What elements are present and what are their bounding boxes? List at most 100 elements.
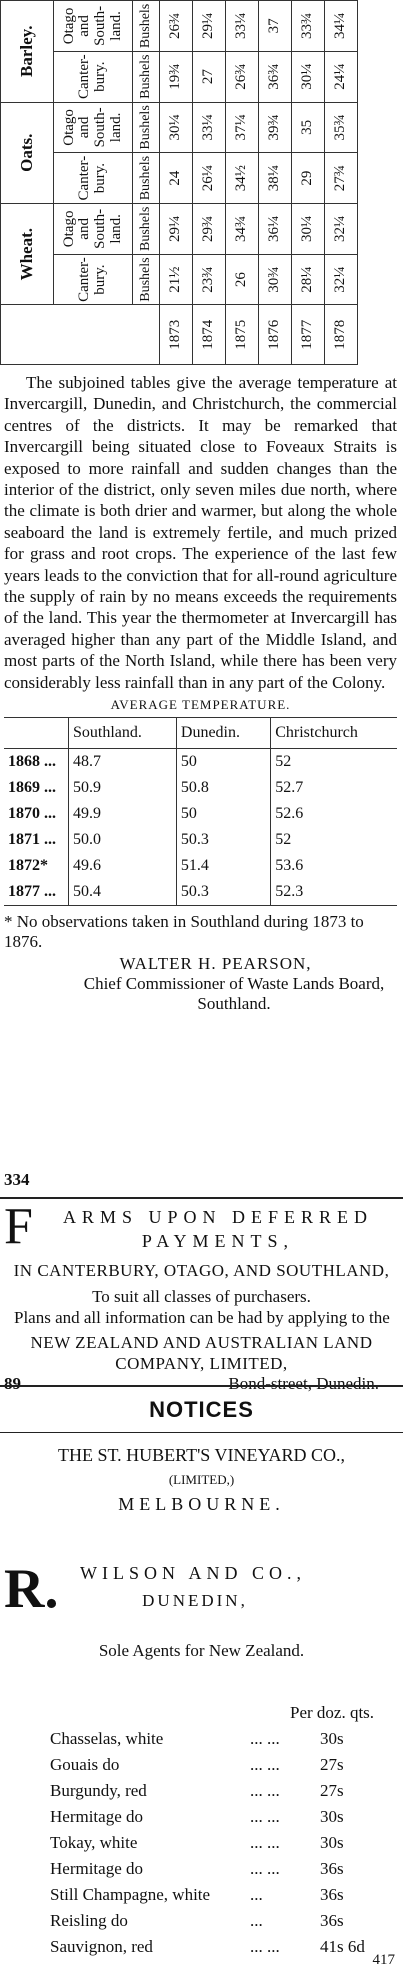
table-cell: 32¼ [324, 254, 358, 305]
year-label: 1877 [291, 304, 325, 365]
table-row: 1871 ... 50.0 50.3 52 [4, 827, 397, 854]
item-name: Tokay, white [50, 1833, 138, 1852]
price-row: Burgundy, red ... ... 27s [50, 1778, 390, 1804]
year-label: 1869 ... [8, 779, 56, 797]
column-header: Otago and South-land. [53, 0, 133, 52]
table-cell: 34½ [225, 152, 259, 204]
year-label: 1875 [225, 304, 259, 365]
table-cell: 28¼ [291, 254, 325, 305]
tagline: To suit all classes of purchasers. [92, 1287, 311, 1306]
item-price: 36s [320, 1911, 344, 1930]
table-cell: 34¾ [225, 203, 259, 255]
price-row: Still Champagne, white... 36s [50, 1882, 390, 1908]
table-cell: 29¾ [192, 203, 226, 255]
table-cell: 26¾ [159, 0, 193, 52]
rule [0, 1197, 403, 1199]
table-cell: 27¾ [324, 152, 358, 204]
temperature-table: Southland. Dunedin. Christchurch 1868 ... 48… [4, 717, 397, 907]
column-header: Southland. [68, 717, 177, 750]
item-name: Burgundy, red [50, 1781, 147, 1800]
table-cell: 50 [175, 801, 271, 828]
year-label: 1871 ... [8, 831, 56, 849]
item-price: 30s [320, 1729, 344, 1748]
year-label: 1870 ... [8, 805, 56, 823]
footnote: * No observations taken in Southland dur… [4, 912, 364, 952]
table-row: 1872* 49.6 51.4 53.6 [4, 853, 397, 880]
table-cell: 36¼ [258, 203, 292, 255]
table-cell: 33¾ [291, 0, 325, 52]
table-cell: 24 [159, 152, 193, 204]
signature-title: Chief Commissioner of Waste Lands Board,… [83, 974, 385, 1014]
table-row: Southland. Dunedin. Christchurch [4, 717, 397, 750]
unit-label: Bushels [132, 152, 160, 204]
item-price: 30s [320, 1807, 344, 1826]
table-cell: 35¾ [324, 102, 358, 153]
leader: ... ... [250, 1937, 280, 1956]
table-cell: 30¼ [291, 203, 325, 255]
agents-note: Sole Agents for New Zealand. [98, 1641, 305, 1660]
price-row: Gouais do ... ... 27s [50, 1752, 390, 1778]
table-cell: 39¾ [258, 102, 292, 153]
item-name: Still Champagne, white [50, 1885, 211, 1904]
table-cell: 37¼ [225, 102, 259, 153]
table-cell: 52.6 [270, 801, 397, 828]
address-line: 89 Bond-street, Dunedin. [4, 1374, 399, 1396]
item-price: 36s [320, 1885, 344, 1904]
table-cell: 30¼ [159, 102, 193, 153]
table-cell: 23¾ [192, 254, 226, 305]
table-cell: 34¼ [324, 0, 358, 52]
table-cell: 37 [258, 0, 292, 52]
table-cell: 30¾ [258, 254, 292, 305]
farms-ad: F ARMS UPON DEFERRED PAYMENTS, IN CANTER… [4, 1201, 399, 1396]
leader: ... ... [250, 1755, 280, 1774]
yield-table-region: Wheat. Oats. Barley. Canter-bury. Otago and … [0, 0, 403, 368]
column-header: Christchurch [270, 717, 397, 750]
table-cell: 51.4 [175, 853, 271, 880]
table-cell: 29¼ [192, 0, 226, 52]
column-header: Dunedin. [175, 717, 271, 750]
table-row: 1870 ... 49.9 50 52.6 [4, 801, 397, 828]
leader: ... ... [250, 1781, 280, 1800]
item-name: Hermitage do [50, 1807, 143, 1826]
table-cell: 50 [175, 748, 271, 776]
item-price: 36s [320, 1859, 344, 1878]
table-cell: 49.9 [68, 801, 177, 828]
year-label: 1872* [8, 857, 48, 875]
table-cell: 50.8 [175, 775, 271, 802]
table-cell: 53.6 [270, 853, 397, 880]
regions: IN CANTERBURY, OTAGO, AND SOUTHLAND, [13, 1261, 390, 1280]
reference-number: 334 [4, 1170, 30, 1189]
limited: (LIMITED,) [168, 1472, 235, 1487]
table-row: 1878 32¼ 32¼ 27¾ 35¾ 24¼ 34¼ [324, 0, 358, 365]
column-header: Otago and South-land. [53, 102, 133, 153]
unit-label: Bushels [132, 254, 160, 305]
price-list: Per doz. qts. Chasselas, white... ... 30s… [50, 1700, 390, 1960]
item-price: 30s [320, 1833, 344, 1852]
table-cell: 29¼ [159, 203, 193, 255]
table-cell: 36¾ [258, 51, 292, 103]
table-cell: 52 [270, 748, 397, 776]
column-header: Otago and South-land. [53, 203, 133, 255]
table-row: 1877 ... 50.4 50.3 52.3 [4, 879, 397, 907]
group-header: Oats. [0, 102, 54, 204]
table-cell: 26 [225, 254, 259, 305]
item-price: 41s 6d [320, 1937, 365, 1956]
table-cell: 21½ [159, 254, 193, 305]
table-cell: 50.0 [68, 827, 177, 854]
year-label: 1873 [159, 304, 193, 365]
item-name: Reisling do [50, 1911, 128, 1930]
price-header: Per doz. qts. [290, 1703, 375, 1722]
year-label: 1876 [258, 304, 292, 365]
table-cell: 50.4 [68, 879, 177, 907]
yield-table: Wheat. Oats. Barley. Canter-bury. Otago and … [0, 0, 358, 365]
table-row: 1869 ... 50.9 50.8 52.7 [4, 775, 397, 802]
table-cell: 30¼ [291, 51, 325, 103]
table-cell: 27 [192, 51, 226, 103]
table-cell [0, 304, 160, 365]
table-cell: 24¼ [324, 51, 358, 103]
agent: WILSON AND CO., [80, 1563, 306, 1583]
table-row: 1874 23¾ 29¾ 26¼ 33¼ 27 29¼ [192, 0, 226, 365]
item-name: Sauvignon, red [50, 1937, 153, 1956]
table-cell: 26¼ [192, 152, 226, 204]
